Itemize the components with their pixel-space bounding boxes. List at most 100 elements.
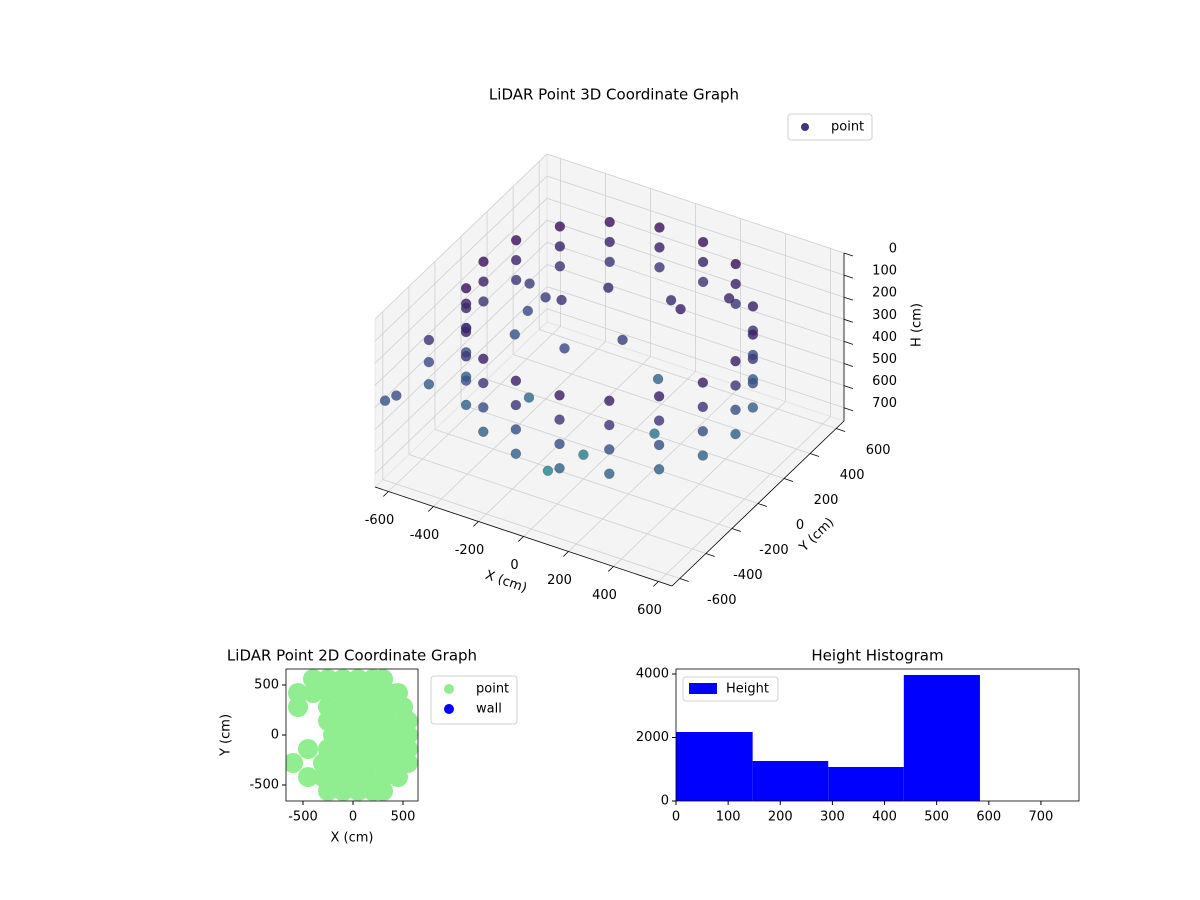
data-point — [554, 414, 565, 425]
data-point — [697, 236, 709, 248]
x-axis-label: X (cm) — [331, 831, 374, 846]
data-point — [510, 234, 522, 246]
data-point — [522, 305, 534, 317]
x-tick-label: 200 — [768, 810, 793, 825]
data-point — [652, 373, 664, 385]
data-point — [524, 278, 535, 289]
z-tick — [843, 252, 854, 257]
y-tick-label: -200 — [759, 543, 789, 558]
data-point — [343, 753, 363, 773]
data-point — [653, 391, 665, 402]
data-point — [398, 711, 418, 731]
data-point — [510, 448, 522, 459]
z-tick-label: 0 — [889, 242, 897, 257]
grid-line — [374, 153, 548, 320]
data-point — [460, 302, 472, 314]
data-point — [303, 683, 323, 703]
z-tick-label: 500 — [872, 352, 897, 367]
data-point — [333, 683, 353, 703]
data-point — [730, 404, 741, 416]
data-point — [318, 683, 338, 703]
x-tick-label: 100 — [716, 810, 741, 825]
data-point — [730, 380, 741, 391]
y-tick-label: 0 — [661, 794, 669, 809]
x-tick — [428, 506, 434, 512]
z-tick — [843, 407, 854, 412]
grid-line — [486, 379, 785, 479]
data-point — [423, 378, 435, 390]
data-point — [510, 254, 522, 266]
z-tick — [843, 318, 854, 323]
z-tick-label: 300 — [872, 308, 897, 323]
grid-line — [374, 264, 548, 430]
data-point — [388, 767, 408, 787]
data-point — [554, 221, 566, 232]
grid-line — [374, 286, 548, 452]
data-point — [747, 377, 759, 389]
y-tick-label: 0 — [796, 518, 804, 533]
data-point — [697, 450, 709, 461]
data-point — [348, 697, 368, 717]
x-tick-label: -600 — [365, 513, 395, 528]
chart-title: LiDAR Point 2D Coordinate Graph — [227, 647, 477, 665]
data-point — [303, 669, 323, 689]
z-tick-label: 600 — [872, 374, 897, 389]
bar — [752, 760, 829, 801]
data-point — [730, 428, 741, 440]
data-point — [510, 375, 522, 387]
data-point — [460, 326, 472, 338]
x-tick-label: 400 — [592, 588, 617, 603]
grid-line — [546, 286, 845, 387]
data-point — [288, 697, 308, 717]
data-point — [460, 351, 472, 362]
x-tick-label: 500 — [924, 810, 949, 825]
data-point — [554, 463, 565, 474]
data-point — [653, 464, 665, 475]
y-tick — [679, 578, 689, 582]
data-point — [478, 353, 489, 365]
data-point — [654, 242, 665, 253]
data-point — [348, 683, 368, 703]
data-point — [697, 256, 709, 268]
y-tick — [757, 503, 768, 507]
x-tick-label: 0 — [349, 810, 357, 825]
x-tick-label: 600 — [637, 603, 662, 618]
x-tick-label: 200 — [547, 573, 572, 588]
x-tick-label: 0 — [672, 810, 680, 825]
data-point — [675, 303, 686, 315]
z-tick — [843, 274, 854, 279]
bar — [828, 766, 904, 801]
z-tick-label: 400 — [872, 330, 897, 345]
y-tick-label: -600 — [707, 593, 737, 608]
data-point — [654, 222, 665, 233]
x-tick-label: -400 — [410, 528, 440, 543]
x-axis-line — [374, 486, 673, 587]
x-tick-label: 0 — [510, 558, 518, 573]
x-tick — [473, 521, 479, 527]
data-point — [379, 395, 391, 406]
data-point — [697, 401, 709, 413]
data-point — [318, 697, 338, 717]
data-point — [509, 329, 521, 340]
data-point — [286, 753, 303, 773]
x-tick — [608, 566, 614, 572]
y-tick-label: 200 — [814, 493, 839, 508]
grid-line — [434, 429, 733, 529]
data-point — [554, 390, 565, 401]
data-point — [478, 377, 489, 389]
data-point — [604, 395, 615, 407]
data-point — [542, 465, 554, 476]
grid-line — [382, 479, 680, 579]
data-point — [559, 343, 570, 354]
data-point — [747, 402, 759, 413]
data-point — [423, 334, 435, 346]
grid-line — [546, 219, 845, 320]
z-tick — [843, 385, 854, 389]
grid-line — [539, 329, 837, 429]
data-point — [298, 739, 318, 759]
y-axis-line — [671, 420, 845, 587]
grid-line — [512, 354, 811, 454]
grid-line — [546, 242, 845, 342]
grid-line — [408, 454, 707, 554]
